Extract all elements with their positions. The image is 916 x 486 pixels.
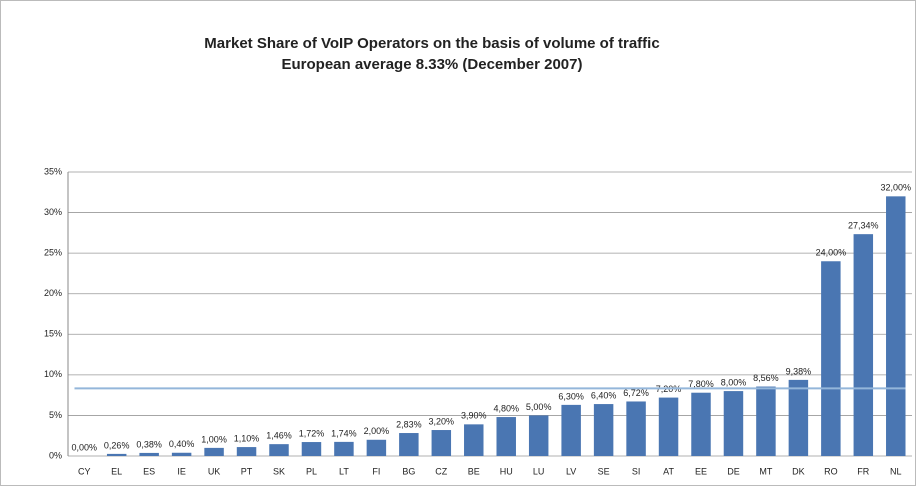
bar	[723, 391, 744, 456]
x-tick-label: SE	[598, 466, 610, 476]
value-label: 24,00%	[816, 248, 847, 258]
value-label: 1,10%	[234, 433, 260, 443]
x-tick-label: PL	[306, 466, 317, 476]
bar	[236, 447, 257, 456]
value-label: 3,20%	[429, 416, 455, 426]
bar	[366, 439, 387, 456]
x-tick-label: MT	[759, 466, 772, 476]
bar	[269, 444, 289, 456]
x-tick-label: DE	[727, 466, 740, 476]
x-tick-label: LU	[533, 466, 545, 476]
value-label: 1,72%	[299, 428, 325, 438]
value-label: 6,30%	[558, 391, 584, 401]
value-label: 2,00%	[364, 426, 390, 436]
y-tick-label: 25%	[44, 248, 62, 258]
bar	[204, 447, 224, 456]
bar	[691, 392, 711, 456]
bar	[464, 424, 484, 456]
x-tick-label: BG	[402, 466, 415, 476]
value-label: 6,72%	[623, 388, 649, 398]
value-label: 8,00%	[721, 377, 747, 387]
value-label: 0,26%	[104, 440, 130, 450]
bar	[528, 415, 549, 456]
bar	[561, 404, 581, 456]
chart-title: Market Share of VoIP Operators on the ba…	[204, 35, 659, 52]
value-label: 4,80%	[493, 403, 519, 413]
x-tick-label: ES	[143, 466, 155, 476]
x-tick-label: CY	[78, 466, 91, 476]
bar	[399, 433, 419, 456]
value-label: 7,80%	[688, 379, 714, 389]
bar	[431, 430, 452, 456]
bar	[171, 452, 192, 456]
value-label: 8,56%	[753, 373, 779, 383]
value-label: 0,38%	[136, 439, 162, 449]
value-label: 1,74%	[331, 428, 357, 438]
x-tick-label: LT	[339, 466, 349, 476]
y-tick-label: 0%	[49, 450, 62, 460]
x-tick-label: NL	[890, 466, 902, 476]
value-label: 0,00%	[71, 442, 97, 452]
x-tick-label: PT	[241, 466, 253, 476]
value-label: 1,46%	[266, 431, 292, 441]
y-tick-label: 10%	[44, 369, 62, 379]
value-label: 5,00%	[526, 402, 552, 412]
bar	[334, 441, 354, 456]
bar	[853, 234, 874, 456]
x-tick-label: FR	[857, 466, 869, 476]
x-tick-label: LV	[566, 466, 576, 476]
chart-subtitle: European average 8.33% (December 2007)	[282, 56, 583, 73]
value-label: 1,00%	[201, 434, 227, 444]
x-tick-label: IE	[177, 466, 186, 476]
x-tick-label: BE	[468, 466, 480, 476]
x-tick-label: AT	[663, 466, 674, 476]
x-tick-label: HU	[500, 466, 513, 476]
x-tick-label: CZ	[435, 466, 447, 476]
y-tick-label: 30%	[44, 207, 62, 217]
value-label: 27,34%	[848, 221, 879, 231]
x-tick-label: SI	[632, 466, 641, 476]
bar	[886, 196, 906, 457]
value-label: 0,40%	[169, 439, 195, 449]
y-tick-label: 35%	[44, 166, 62, 176]
bar	[756, 386, 776, 456]
x-tick-label: RO	[824, 466, 838, 476]
value-label: 3,90%	[461, 411, 487, 421]
bar	[139, 452, 159, 456]
bar	[626, 401, 646, 456]
x-tick-label: EE	[695, 466, 707, 476]
bar	[593, 404, 614, 456]
value-label: 32,00%	[881, 183, 912, 193]
x-tick-label: DK	[792, 466, 805, 476]
bar	[106, 453, 127, 456]
y-tick-label: 15%	[44, 329, 62, 339]
x-tick-label: SK	[273, 466, 285, 476]
value-label: 2,83%	[396, 419, 422, 429]
bar	[658, 397, 679, 456]
x-tick-label: UK	[208, 466, 221, 476]
y-tick-label: 20%	[44, 288, 62, 298]
bar	[301, 442, 322, 456]
bar	[821, 261, 841, 456]
y-tick-label: 5%	[49, 410, 62, 420]
x-tick-label: FI	[372, 466, 380, 476]
bar	[496, 417, 516, 456]
value-label: 9,38%	[786, 366, 812, 376]
bar	[788, 379, 809, 456]
value-label: 6,40%	[591, 390, 617, 400]
x-tick-label: EL	[111, 466, 122, 476]
